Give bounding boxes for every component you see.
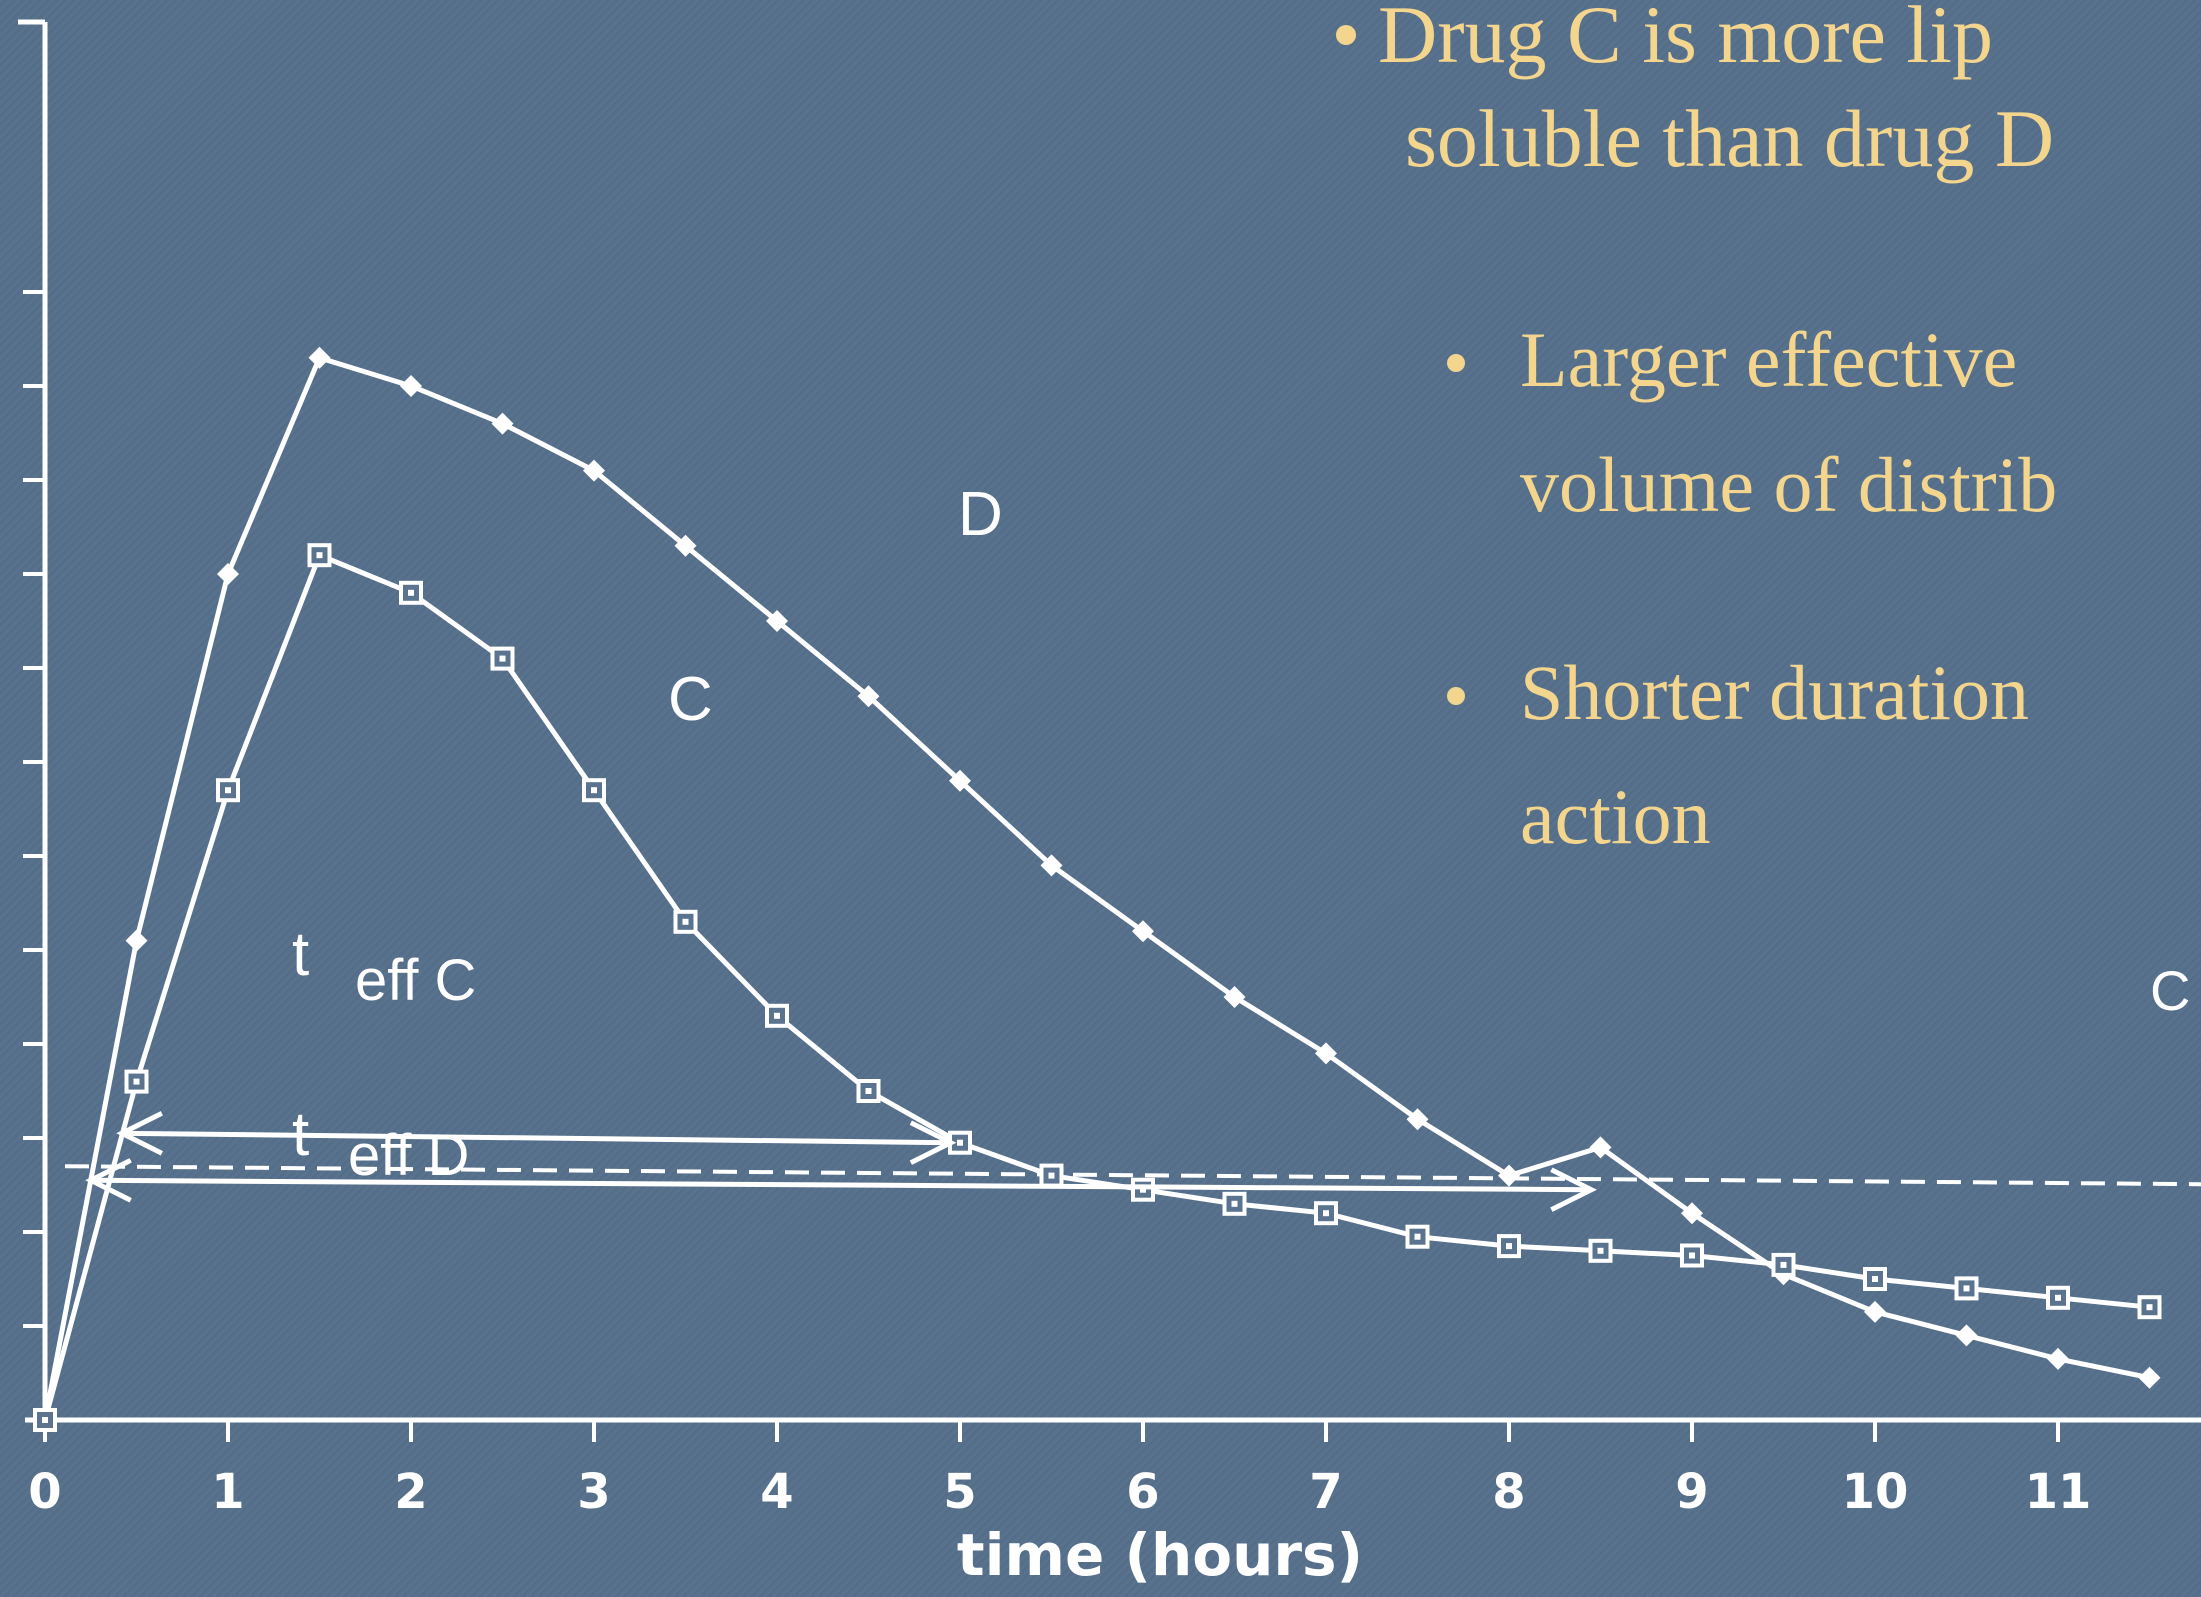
teff-d-subscript: eff D xyxy=(348,1123,469,1188)
bullet-main-line-1: Drug C is more lip xyxy=(1378,0,1993,80)
series-d-point xyxy=(1864,1300,1886,1323)
series-c-point-core xyxy=(1231,1200,1238,1207)
duration-arrow-c xyxy=(121,1130,951,1146)
series-d-point xyxy=(1040,854,1063,877)
series-c-point-core xyxy=(42,1417,48,1423)
series-line-c xyxy=(42,551,2150,1421)
bullet-dot-icon xyxy=(1336,25,1356,45)
threshold-line xyxy=(64,1164,2201,1187)
series-d-point xyxy=(1315,1042,1337,1065)
series-d-point xyxy=(674,534,697,557)
series-d-point xyxy=(1223,986,1246,1008)
series-c-point-core xyxy=(133,1078,140,1085)
series-c-point-core xyxy=(499,655,506,662)
series-d-point xyxy=(1406,1108,1429,1131)
series-c-point-core xyxy=(1963,1285,1970,1292)
axes xyxy=(18,19,2201,1442)
x-tick-label: 3 xyxy=(577,1464,610,1520)
series-d-point xyxy=(2138,1366,2161,1389)
series-c-point-core xyxy=(1597,1247,1604,1254)
x-tick-label: 9 xyxy=(1675,1464,1708,1520)
teff-d-t: t xyxy=(292,1100,309,1169)
series-c-point-core xyxy=(2146,1304,2153,1311)
x-tick-label: 1 xyxy=(211,1464,244,1520)
series-d-point xyxy=(2047,1347,2069,1370)
series-d-point xyxy=(1955,1324,1978,1347)
series-c-point-core xyxy=(1048,1172,1055,1179)
series-d-point xyxy=(949,769,971,792)
series-c-point-core xyxy=(1140,1186,1146,1193)
series-c-point-core xyxy=(957,1139,963,1146)
series-c-point-core xyxy=(774,1012,780,1019)
series-c-point-core xyxy=(1414,1233,1421,1240)
x-tick-label: 7 xyxy=(1309,1464,1342,1520)
series-d-point xyxy=(217,563,239,585)
x-axis-label: time (hours) xyxy=(957,1521,1363,1589)
x-tick-label: 5 xyxy=(943,1464,976,1520)
series-c-point-core xyxy=(591,787,597,794)
x-tick-label: 4 xyxy=(760,1464,793,1520)
series-label-d: D xyxy=(958,480,1003,549)
series-label-c-right: C xyxy=(2150,959,2190,1022)
series-d-point xyxy=(766,610,788,632)
series-c-point-core xyxy=(1872,1276,1878,1282)
x-tick-label: 2 xyxy=(394,1464,427,1520)
teff-c-subscript: eff C xyxy=(355,948,476,1013)
series-c-point-core xyxy=(1689,1252,1695,1259)
effect-threshold-line xyxy=(64,1164,2201,1187)
bullet-sub-1-line-2: volume of distrib xyxy=(1520,441,2058,528)
bullet-sub-2-line-1: Shorter duration xyxy=(1520,649,2030,736)
x-tick-label: 6 xyxy=(1126,1464,1159,1520)
duration-arrow-c-head xyxy=(909,1120,957,1165)
series-d-point xyxy=(583,459,605,482)
series-d-point xyxy=(1132,920,1154,943)
series-d-point xyxy=(400,375,422,397)
series-d-point xyxy=(1589,1136,1612,1159)
bullet-sub-2-line-2: action xyxy=(1520,773,1711,860)
series-d-point xyxy=(308,346,331,369)
series-c-point-core xyxy=(316,552,323,559)
bullet-dot-icon xyxy=(1447,687,1465,705)
series-c-point-core xyxy=(865,1088,872,1094)
series-c-point-core xyxy=(225,787,231,794)
duration-arrow-c-head xyxy=(116,1111,163,1156)
teff-c-t: t xyxy=(292,920,309,989)
series-d-point xyxy=(491,412,514,435)
x-tick-labels: 0 1 2 3 4 5 6 7 8 9 10 11 xyxy=(28,1464,2091,1520)
series-c-point-core xyxy=(1780,1261,1787,1268)
bullet-sub-1-line-1: Larger effective xyxy=(1520,316,2018,403)
series-c-point-core xyxy=(1506,1243,1512,1250)
series-c-point-core xyxy=(408,589,414,596)
x-tick-label: 10 xyxy=(1842,1464,1909,1520)
series-markers xyxy=(33,346,2162,1432)
x-tick-label: 0 xyxy=(28,1464,61,1520)
duration-arrow-d xyxy=(90,1177,1592,1193)
duration-arrows xyxy=(85,1111,1597,1212)
x-tick-label: 8 xyxy=(1492,1464,1525,1520)
duration-arrow-d-head xyxy=(1550,1167,1597,1212)
series-d-point xyxy=(1681,1202,1703,1225)
bullet-dot-icon xyxy=(1447,354,1465,372)
series-c-point-core xyxy=(682,918,689,925)
series-d-point xyxy=(1498,1164,1520,1187)
series-c-point-core xyxy=(1323,1210,1329,1217)
series-d-point xyxy=(125,929,148,952)
series-lines xyxy=(42,354,2151,1421)
series-label-c: C xyxy=(668,665,713,734)
bullet-main-line-2: soluble than drug D xyxy=(1405,93,2055,184)
series-d-point xyxy=(857,685,880,708)
x-tick-label: 11 xyxy=(2025,1464,2092,1520)
series-c-point-core xyxy=(2055,1294,2061,1301)
series-line-d xyxy=(42,354,2151,1421)
duration-arrow-d-head xyxy=(85,1158,132,1203)
